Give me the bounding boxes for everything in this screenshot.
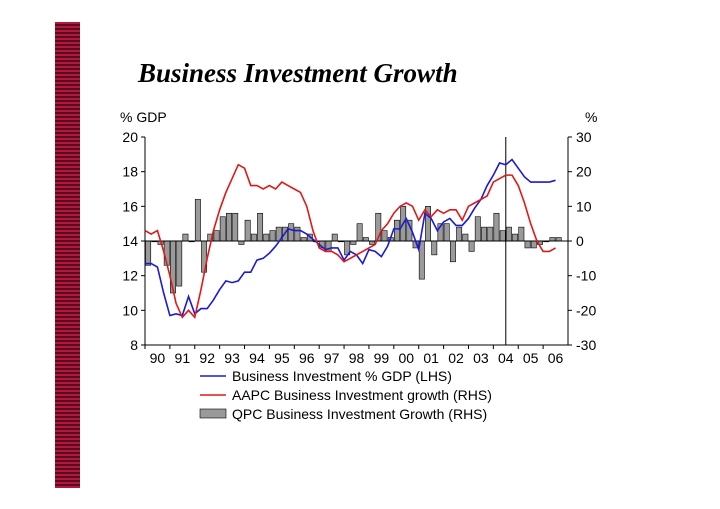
bar [194, 199, 201, 242]
bar [219, 216, 226, 242]
bar [518, 226, 525, 242]
bar [244, 219, 251, 242]
bar [456, 226, 463, 242]
chart-axes [141, 136, 572, 349]
x-tick-label: 03 [473, 350, 489, 366]
bar [449, 240, 456, 263]
bar [549, 237, 556, 242]
bar [226, 212, 232, 242]
y-tick-label-left: 18 [122, 164, 138, 180]
bar [288, 223, 295, 242]
bar [462, 233, 469, 242]
bar [524, 240, 531, 249]
bar [443, 223, 450, 242]
y-tick-label-right: -20 [576, 302, 596, 318]
bar [294, 226, 301, 242]
y-tick-label-right: 20 [576, 164, 592, 180]
line-series [144, 158, 556, 319]
legend-item-qpc-growth: QPC Business Investment Growth (RHS) [199, 406, 487, 422]
y-tick-label-left: 12 [122, 268, 138, 284]
bar [232, 212, 239, 242]
tick-labels: 20 18 16 14 12 10 8 30 20 10 0 -10 -20 -30 90 91 92 93 94 9… [122, 129, 596, 366]
y-axis-right-label: % [585, 109, 597, 125]
bar [481, 226, 487, 242]
bar [356, 223, 363, 242]
x-tick-label: 91 [175, 350, 191, 366]
x-tick-label: 99 [374, 350, 390, 366]
y-tick-label-left: 16 [122, 198, 138, 214]
legend-label: Business Investment % GDP (LHS) [232, 368, 452, 384]
x-tick-label: 01 [423, 350, 439, 366]
legend-swatch [199, 408, 227, 419]
x-tick-label: 90 [150, 350, 166, 366]
x-tick-label: 05 [523, 350, 539, 366]
bar [505, 226, 512, 242]
slide-title: Business Investment Growth [138, 58, 458, 88]
bar [176, 240, 183, 287]
y-axis-left-label: % GDP [120, 109, 167, 125]
line-series-business-investment-gdp [145, 158, 556, 317]
x-tick-label: 02 [448, 350, 464, 366]
bar [512, 233, 519, 242]
line-series-aapc-growth [144, 163, 556, 319]
bar [362, 237, 369, 242]
bar [381, 230, 388, 242]
bar [331, 233, 338, 242]
bar [238, 240, 245, 245]
x-tick-label: 93 [224, 350, 240, 366]
y-tick-label-left: 20 [122, 129, 138, 145]
x-tick-label: 94 [249, 350, 265, 366]
x-tick-label: 95 [274, 350, 290, 366]
bar [555, 237, 562, 242]
bar [250, 233, 257, 242]
bar [213, 230, 220, 242]
legend: Business Investment % GDP (LHS) AAPC Busi… [199, 368, 492, 422]
x-tick-label: 00 [398, 350, 414, 366]
x-tick-label: 06 [548, 350, 564, 366]
bar [431, 240, 438, 256]
x-tick-label: 98 [349, 350, 365, 366]
y-tick-label-right: 10 [576, 198, 592, 214]
bar [499, 230, 506, 242]
bar [300, 237, 307, 242]
bar [474, 216, 481, 242]
x-tick-label: 92 [199, 350, 215, 366]
legend-item-aapc-growth: AAPC Business Investment growth (RHS) [200, 387, 492, 403]
bar [369, 240, 376, 245]
bar [257, 212, 264, 242]
bar [487, 226, 494, 242]
bar [393, 219, 400, 242]
bar [269, 230, 276, 242]
bar [468, 240, 475, 252]
y-tick-label-right: 0 [576, 233, 584, 249]
decorative-side-bar [55, 22, 80, 488]
y-tick-label-right: 30 [576, 129, 592, 145]
bar [530, 240, 537, 249]
x-tick-label: 04 [498, 350, 514, 366]
legend-label: QPC Business Investment Growth (RHS) [232, 406, 487, 422]
y-tick-label-right: -30 [576, 337, 596, 353]
bar [182, 233, 189, 242]
legend-label: AAPC Business Investment growth (RHS) [232, 387, 492, 403]
legend-item-business-investment-gdp: Business Investment % GDP (LHS) [200, 368, 452, 384]
x-tick-label: 96 [299, 350, 315, 366]
bar [170, 240, 176, 294]
bar [493, 212, 500, 242]
bar [145, 240, 152, 266]
x-tick-label: 97 [324, 350, 340, 366]
bar-series [145, 199, 562, 294]
y-tick-label-left: 8 [130, 337, 138, 353]
bar [350, 240, 357, 245]
y-tick-label-left: 14 [122, 233, 138, 249]
y-tick-label-left: 10 [122, 302, 138, 318]
bar [263, 233, 270, 242]
y-tick-label-right: -10 [576, 268, 596, 284]
